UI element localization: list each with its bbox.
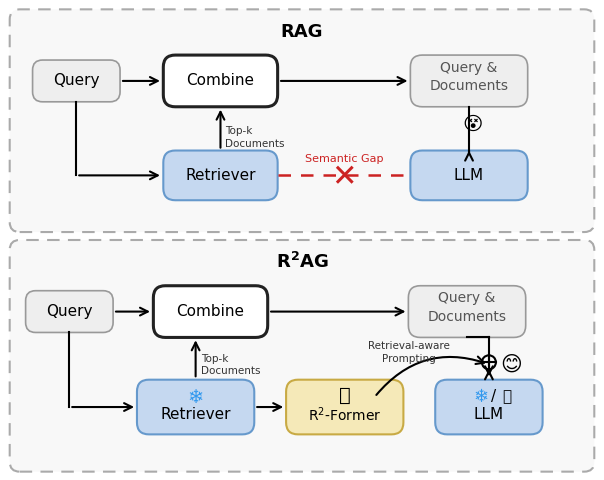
- Text: Query &
Documents: Query & Documents: [429, 61, 509, 93]
- Text: ✕: ✕: [332, 163, 357, 192]
- Text: RAG: RAG: [281, 23, 323, 41]
- Text: 😊: 😊: [500, 354, 522, 374]
- Text: $\mathbf{R^2AG}$: $\mathbf{R^2AG}$: [275, 252, 329, 272]
- FancyBboxPatch shape: [163, 151, 278, 200]
- Text: Query &
Documents: Query & Documents: [428, 291, 507, 324]
- FancyBboxPatch shape: [410, 151, 528, 200]
- FancyBboxPatch shape: [286, 380, 403, 434]
- Text: /: /: [491, 389, 496, 404]
- Text: Combine: Combine: [187, 73, 254, 88]
- FancyBboxPatch shape: [153, 286, 268, 337]
- Text: ❄: ❄: [187, 387, 204, 407]
- Text: Retriever: Retriever: [161, 408, 231, 422]
- Text: Retrieval-aware
Prompting: Retrieval-aware Prompting: [368, 341, 451, 363]
- FancyBboxPatch shape: [25, 291, 113, 333]
- Text: ❄: ❄: [474, 388, 489, 406]
- FancyBboxPatch shape: [435, 380, 542, 434]
- Text: Query: Query: [53, 73, 100, 88]
- Text: Semantic Gap: Semantic Gap: [305, 155, 384, 165]
- FancyBboxPatch shape: [10, 240, 594, 472]
- Text: Combine: Combine: [176, 304, 245, 319]
- FancyBboxPatch shape: [10, 9, 594, 232]
- FancyBboxPatch shape: [163, 55, 278, 107]
- FancyBboxPatch shape: [410, 55, 528, 107]
- Text: 🔥: 🔥: [339, 385, 351, 405]
- Text: 🔥: 🔥: [503, 390, 512, 405]
- Text: 😵: 😵: [463, 115, 483, 134]
- FancyBboxPatch shape: [33, 60, 120, 102]
- FancyBboxPatch shape: [408, 286, 525, 337]
- Text: Top-k
Documents: Top-k Documents: [201, 354, 260, 376]
- Text: Retriever: Retriever: [185, 168, 255, 183]
- Text: $\mathrm{R^2}$-Former: $\mathrm{R^2}$-Former: [308, 406, 381, 424]
- Text: Top-k
Documents: Top-k Documents: [225, 126, 285, 149]
- FancyBboxPatch shape: [137, 380, 254, 434]
- Text: Query: Query: [46, 304, 92, 319]
- Text: LLM: LLM: [454, 168, 484, 183]
- Text: LLM: LLM: [474, 408, 504, 422]
